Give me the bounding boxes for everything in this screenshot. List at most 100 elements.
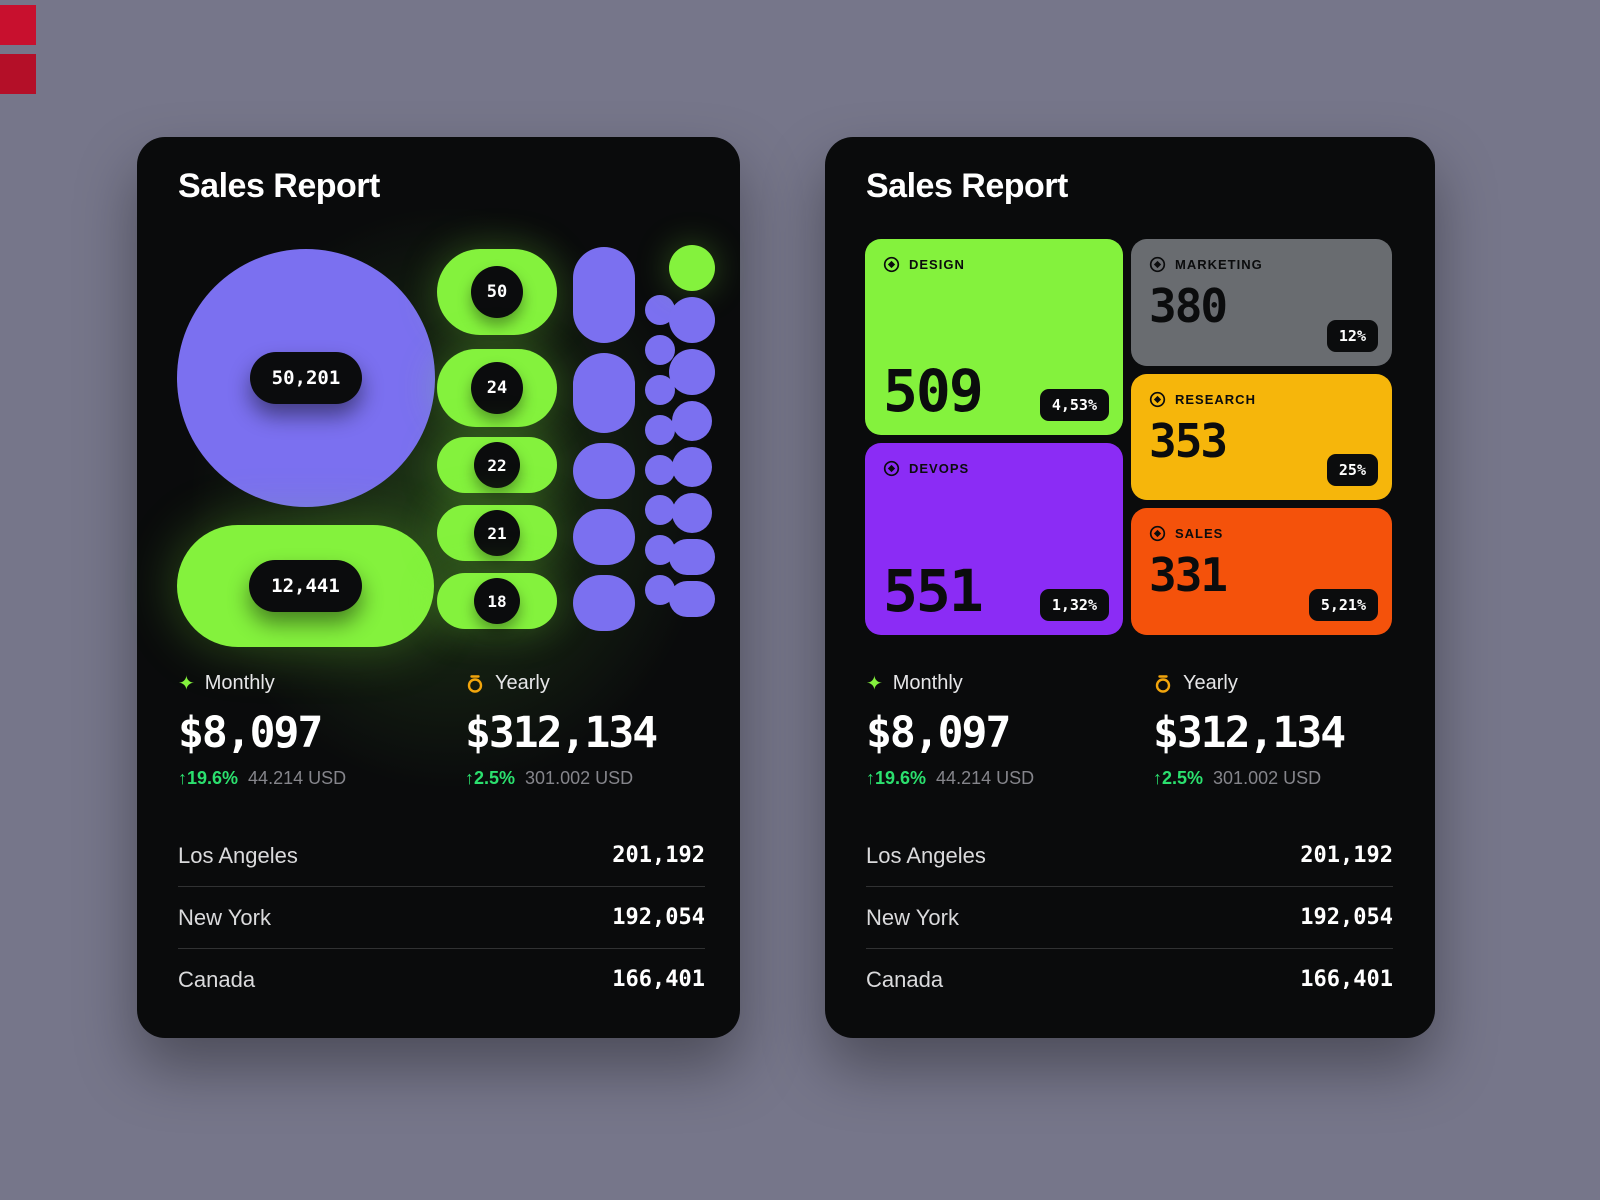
tile-devops[interactable]: DEVOPS 551 1,32% [865,443,1123,635]
region-name: New York [866,904,959,930]
stat-label: Monthly [892,672,963,694]
bubble-secondary[interactable]: 12,441 [177,525,434,647]
tile-badge: 1,32% [1039,589,1109,621]
tile-marketing[interactable]: MARKETING 380 12% [1131,239,1392,366]
stats-row: ✦ Monthly $8,097 ↑19.6% 44.214 USD Yearl… [866,672,1393,789]
red-corner-marker [0,54,36,94]
regions-table: Los Angeles 201,192 New York 192,054 Can… [866,825,1393,1010]
red-corner-marker [0,5,36,45]
decorative-bubble [573,509,635,565]
card-title: Sales Report [178,167,380,205]
region-value: 166,401 [612,967,705,992]
stat-yearly: Yearly $312,134 ↑2.5% 301.002 USD [1153,672,1346,789]
tile-value: 551 [883,557,984,625]
bubble-pill-value: 22 [474,442,520,488]
table-row: Canada 166,401 [178,949,705,1010]
stat-monthly: ✦ Monthly $8,097 ↑19.6% 44.214 USD [178,672,465,789]
table-row: New York 192,054 [178,887,705,949]
card-title: Sales Report [866,167,1068,205]
stat-change: ↑2.5% [1153,768,1204,788]
tile-value: 331 [1149,548,1228,602]
tile-badge: 12% [1326,320,1378,352]
bubble-pill-value: 18 [474,578,520,624]
decorative-bubble [573,353,635,433]
decorative-bubble [573,247,635,343]
tile-name: DEVOPS [909,461,970,476]
tile-name: RESEARCH [1175,392,1256,407]
treemap-chart: DESIGN 509 4,53% DEVOPS 551 1,32% [865,237,1392,635]
bubble-primary-value: 50,201 [249,352,363,404]
target-icon [1149,256,1166,273]
region-value: 201,192 [1300,843,1393,868]
stats-row: ✦ Monthly $8,097 ↑19.6% 44.214 USD Yearl… [178,672,705,789]
decorative-bubble [669,349,715,395]
target-icon [1149,525,1166,542]
region-value: 192,054 [612,905,705,930]
decorative-bubble [669,539,715,575]
decorative-bubble [669,581,715,617]
decorative-bubble [672,493,712,533]
tile-badge: 4,53% [1039,389,1109,421]
table-row: Los Angeles 201,192 [866,825,1393,887]
stat-value: $312,134 [1153,708,1346,758]
medal-icon [1153,674,1173,694]
bubble-chart: 50,201 12,441 50 24 22 21 18 [177,237,717,649]
table-row: Canada 166,401 [866,949,1393,1010]
bubble-primary[interactable]: 50,201 [177,249,435,507]
bubble-pill-value: 50 [471,266,523,318]
stat-label: Monthly [204,672,275,694]
decorative-bubble [645,335,675,365]
sparkle-icon: ✦ [866,672,883,695]
region-name: New York [178,904,271,930]
decorative-bubble [573,575,635,631]
stat-change: ↑2.5% [465,768,516,788]
decorative-bubble [645,495,675,525]
tile-value: 353 [1149,414,1228,468]
tile-badge: 25% [1326,454,1378,486]
stat-usd: 44.214 USD [248,768,347,788]
tile-value: 509 [883,357,984,425]
region-name: Los Angeles [178,842,298,868]
decorative-bubble [669,245,715,291]
target-icon [1149,391,1166,408]
medal-icon [465,674,485,694]
target-icon [883,460,900,477]
table-row: Los Angeles 201,192 [178,825,705,887]
bubble-pill[interactable]: 18 [437,573,557,629]
target-icon [883,256,900,273]
decorative-bubble [645,455,675,485]
bubble-secondary-value: 12,441 [249,560,362,612]
bubble-pill-value: 24 [471,362,523,414]
decorative-bubble [672,447,712,487]
tile-research[interactable]: RESEARCH 353 25% [1131,374,1392,500]
decorative-bubble [645,415,675,445]
tile-name: MARKETING [1175,257,1263,272]
sales-report-card-treemap: Sales Report DESIGN 509 4,53% DEVOPS [825,137,1435,1038]
bubble-pill[interactable]: 22 [437,437,557,493]
bubble-pill[interactable]: 24 [437,349,557,427]
tile-name: DESIGN [909,257,965,272]
tile-badge: 5,21% [1308,589,1378,621]
tile-design[interactable]: DESIGN 509 4,53% [865,239,1123,435]
decorative-bubble [573,443,635,499]
region-value: 192,054 [1300,905,1393,930]
stat-label: Yearly [1183,672,1238,694]
stat-usd: 301.002 USD [1213,768,1322,788]
stat-value: $8,097 [866,708,1011,758]
region-value: 201,192 [612,843,705,868]
bubble-pill-value: 21 [474,510,520,556]
stat-value: $8,097 [178,708,323,758]
stat-value: $312,134 [465,708,658,758]
tile-sales[interactable]: SALES 331 5,21% [1131,508,1392,635]
stat-label: Yearly [495,672,550,694]
tile-value: 380 [1149,279,1228,333]
region-name: Canada [866,966,944,992]
regions-table: Los Angeles 201,192 New York 192,054 Can… [178,825,705,1010]
decorative-bubble [669,297,715,343]
bubble-pill[interactable]: 21 [437,505,557,561]
bubble-pill[interactable]: 50 [437,249,557,335]
region-value: 166,401 [1300,967,1393,992]
region-name: Los Angeles [866,842,986,868]
decorative-bubble [672,401,712,441]
